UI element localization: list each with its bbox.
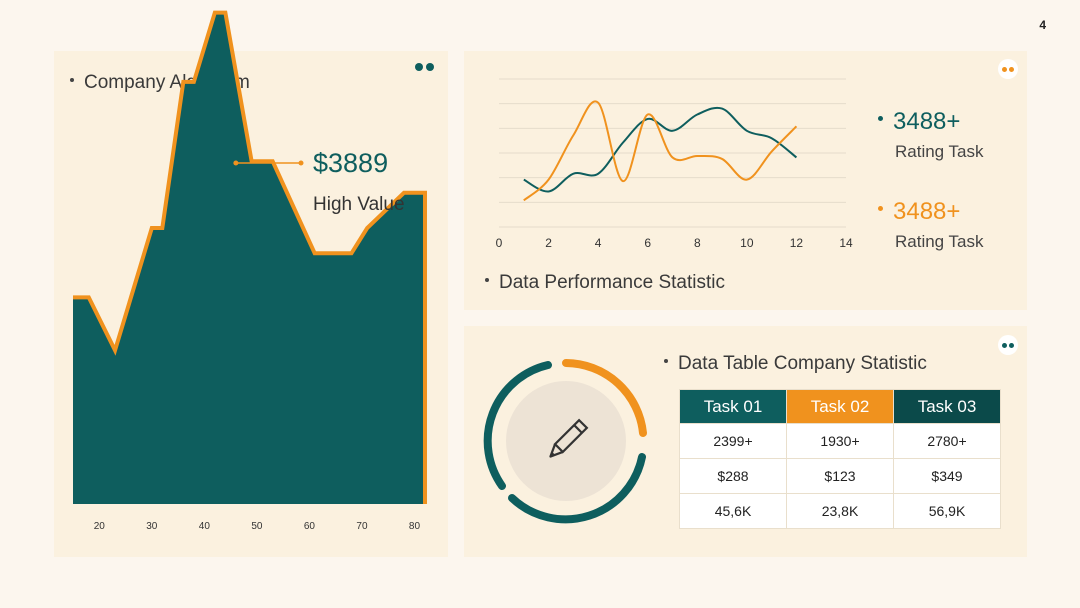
- x-tick-label: 50: [251, 521, 263, 532]
- rating-stat-2-value: 3488+: [893, 198, 961, 225]
- table-row: 45,6K 23,8K 56,9K: [679, 493, 1001, 529]
- x-tick-label: 60: [304, 521, 316, 532]
- rating-stat-2: 3488+ Rating Task: [878, 198, 984, 252]
- x-tick-label: 40: [199, 521, 211, 532]
- performance-heading: Data Performance Statistic: [485, 272, 725, 294]
- x-tick-label: 2: [545, 236, 552, 250]
- performance-title: Data Performance Statistic: [499, 272, 725, 293]
- table-title: Data Table Company Statistic: [678, 353, 927, 374]
- bullet-icon: [485, 277, 489, 282]
- x-tick-label: 30: [146, 521, 158, 532]
- table-header-task-03: Task 03: [893, 389, 1001, 424]
- table-row: 2399+ 1930+ 2780+: [679, 423, 1001, 459]
- table-cell: $349: [893, 458, 1001, 494]
- rating-stat-1: 3488+ Rating Task: [878, 108, 984, 162]
- pencil-icon: [549, 418, 589, 458]
- bullet-icon: [70, 77, 74, 82]
- table-cell: 1930+: [786, 423, 894, 459]
- bullet-icon: [664, 358, 668, 363]
- x-tick-label: 14: [839, 236, 853, 250]
- area-outline: [73, 10, 427, 504]
- x-tick-label: 10: [740, 236, 754, 250]
- x-tick-label: 8: [694, 236, 701, 250]
- series-line-1: [523, 106, 798, 193]
- rating-stat-2-label: Rating Task: [895, 232, 984, 251]
- x-tick-label: 80: [409, 521, 421, 532]
- table-header-task-01: Task 01: [679, 389, 787, 424]
- rating-stat-1-value: 3488+: [893, 108, 961, 135]
- table-heading: Data Table Company Statistic: [664, 353, 927, 375]
- table-cell: 2399+: [679, 423, 787, 459]
- high-value-label: High Value: [313, 194, 405, 215]
- progress-ring: [483, 359, 647, 524]
- table-cell: $123: [786, 458, 894, 494]
- table-header-task-02: Task 02: [786, 389, 894, 424]
- table-row: $288 $123 $349: [679, 458, 1001, 494]
- series-line-2: [523, 100, 798, 202]
- x-tick-label: 20: [94, 521, 106, 532]
- rating-stat-1-label: Rating Task: [895, 142, 984, 161]
- annotation-dot-start: [233, 160, 239, 166]
- table-cell: 23,8K: [786, 493, 894, 529]
- annotation-dot-end: [298, 160, 304, 166]
- face-dots-icon: [998, 59, 1018, 79]
- table-cell: $288: [679, 458, 787, 494]
- x-tick-label: 12: [790, 236, 804, 250]
- table-cell: 2780+: [893, 423, 1001, 459]
- x-tick-label: 6: [644, 236, 651, 250]
- company-statistic-table: Task 01 Task 02 Task 03 2399+ 1930+ 2780…: [679, 389, 1001, 529]
- x-tick-label: 4: [595, 236, 602, 250]
- x-tick-label: 70: [356, 521, 368, 532]
- page-number: 4: [1039, 18, 1046, 32]
- table-header-row: Task 01 Task 02 Task 03: [679, 389, 1001, 424]
- two-teal-dots-icon: [415, 63, 434, 71]
- table-cell: 45,6K: [679, 493, 787, 529]
- area-fill: [73, 12, 425, 504]
- high-value: $3889: [313, 148, 389, 178]
- two-teal-dots-icon: [998, 335, 1018, 355]
- table-cell: 56,9K: [893, 493, 1001, 529]
- x-tick-label: 0: [496, 236, 503, 250]
